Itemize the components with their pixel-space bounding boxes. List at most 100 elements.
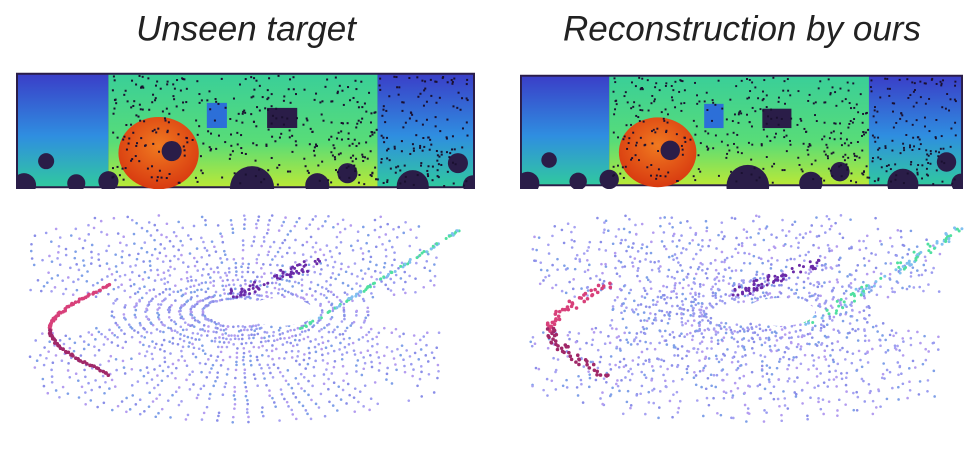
- point: [828, 250, 831, 253]
- point: [376, 402, 379, 405]
- point: [420, 365, 423, 368]
- point: [114, 322, 117, 325]
- point: [710, 340, 713, 343]
- point: [230, 219, 233, 222]
- point: [862, 240, 865, 243]
- point: [768, 366, 771, 369]
- point: [174, 299, 177, 302]
- point: [697, 243, 700, 246]
- point: [720, 358, 723, 361]
- point: [681, 357, 684, 360]
- point: [258, 346, 261, 349]
- point: [844, 304, 847, 307]
- point: [401, 262, 404, 265]
- point: [743, 392, 746, 395]
- point: [362, 252, 365, 255]
- point: [248, 292, 251, 295]
- point: [321, 225, 324, 228]
- point: [206, 263, 209, 266]
- point: [763, 295, 766, 298]
- point: [433, 284, 436, 287]
- point: [429, 279, 432, 282]
- point: [813, 284, 816, 287]
- point: [108, 329, 111, 332]
- point: [577, 394, 580, 397]
- point: [812, 244, 815, 247]
- point: [547, 347, 550, 350]
- point: [845, 297, 848, 300]
- point: [295, 396, 298, 399]
- point: [168, 288, 171, 291]
- point: [142, 327, 145, 330]
- point: [231, 227, 234, 230]
- point: [747, 407, 750, 410]
- point: [183, 303, 186, 306]
- point: [282, 221, 285, 224]
- point: [191, 317, 194, 320]
- point: [55, 389, 58, 392]
- point: [843, 300, 846, 303]
- point: [944, 232, 947, 235]
- point: [181, 244, 184, 247]
- point: [356, 239, 359, 242]
- point: [153, 224, 156, 227]
- point: [597, 367, 600, 370]
- point: [303, 390, 306, 393]
- point: [357, 401, 360, 404]
- point: [96, 406, 99, 409]
- point: [680, 234, 683, 237]
- point: [790, 336, 793, 339]
- point: [801, 389, 804, 392]
- point: [828, 400, 831, 403]
- point: [207, 273, 210, 276]
- point: [130, 285, 133, 288]
- point: [146, 350, 149, 353]
- point: [720, 414, 723, 417]
- point: [701, 332, 704, 335]
- point: [546, 327, 550, 331]
- point: [878, 390, 881, 393]
- point: [929, 251, 932, 254]
- point: [764, 355, 767, 358]
- point: [601, 391, 604, 394]
- point: [214, 380, 217, 383]
- point: [99, 363, 102, 366]
- point: [707, 319, 710, 322]
- point: [746, 412, 749, 415]
- point: [879, 344, 882, 347]
- point: [916, 269, 919, 272]
- point: [609, 363, 612, 366]
- point: [343, 315, 346, 318]
- point: [117, 232, 120, 235]
- point: [291, 350, 294, 353]
- point: [139, 341, 142, 344]
- point: [271, 214, 274, 217]
- point: [139, 413, 142, 416]
- point: [292, 392, 295, 395]
- point: [587, 246, 590, 249]
- point: [296, 355, 299, 358]
- point: [629, 407, 632, 410]
- point: [897, 386, 900, 389]
- point: [222, 337, 225, 340]
- point: [673, 233, 676, 236]
- point: [717, 342, 720, 345]
- point: [833, 378, 836, 381]
- point: [207, 358, 210, 361]
- point: [625, 250, 628, 253]
- point: [256, 298, 259, 301]
- point: [250, 280, 253, 283]
- point: [243, 293, 246, 296]
- point: [796, 289, 799, 292]
- point: [753, 287, 756, 290]
- point: [620, 239, 623, 242]
- point: [598, 248, 601, 251]
- point: [113, 334, 116, 337]
- point: [862, 281, 865, 284]
- point: [343, 318, 346, 321]
- point: [198, 347, 201, 350]
- point: [756, 287, 759, 290]
- point: [225, 338, 228, 341]
- point: [219, 257, 222, 260]
- point: [769, 345, 772, 348]
